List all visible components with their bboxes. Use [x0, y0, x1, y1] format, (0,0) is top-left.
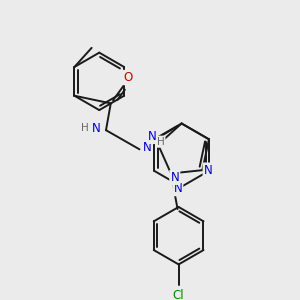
Text: N: N: [143, 141, 152, 154]
Text: H: H: [81, 123, 89, 133]
Text: O: O: [123, 71, 133, 84]
Text: N: N: [204, 164, 212, 177]
Text: N: N: [148, 130, 157, 143]
Text: H: H: [157, 137, 164, 147]
Text: Cl: Cl: [173, 289, 184, 300]
Text: N: N: [170, 171, 179, 184]
Text: N: N: [173, 182, 182, 195]
Text: N: N: [92, 122, 101, 135]
